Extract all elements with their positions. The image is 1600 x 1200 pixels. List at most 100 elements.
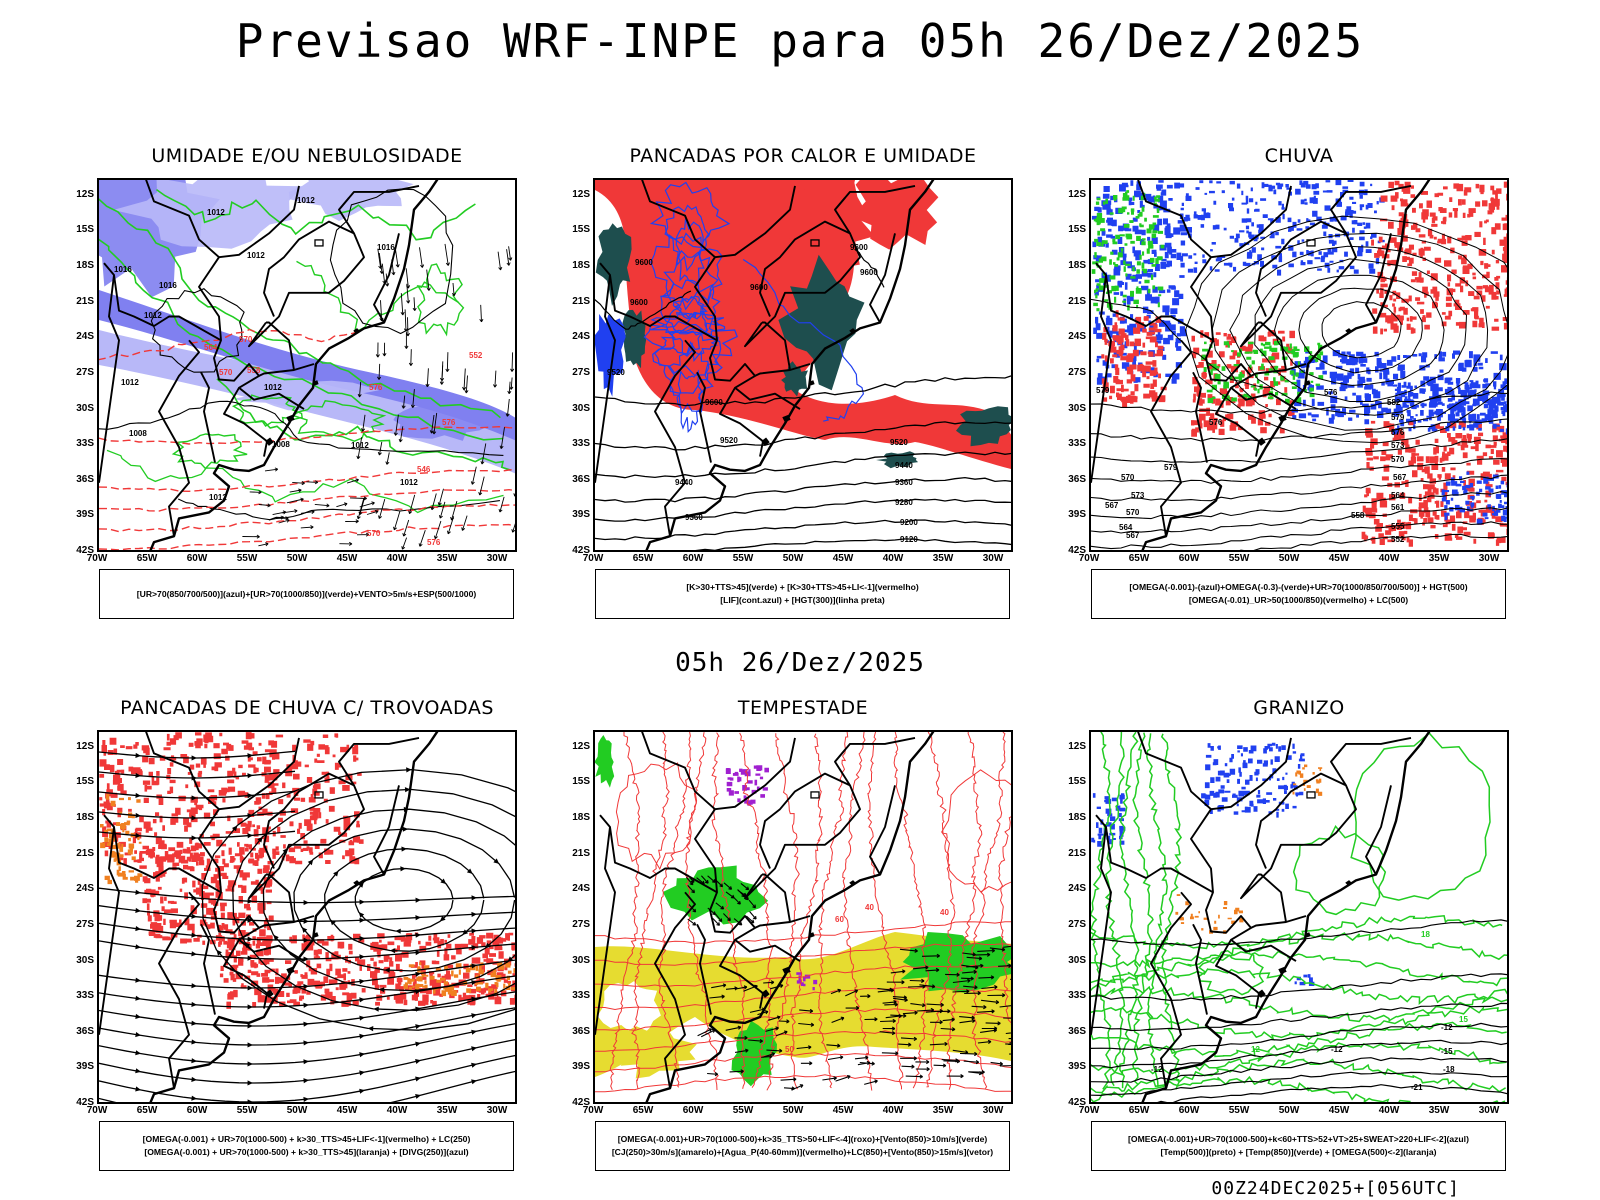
- lon-tick-label: 55W: [1228, 1105, 1250, 1116]
- wind-vector: [289, 488, 302, 493]
- wind-vector: [403, 309, 408, 332]
- contour: [156, 188, 476, 241]
- lat-tick-label: 24S: [76, 331, 94, 343]
- lat-tick-label: 15S: [76, 776, 94, 788]
- contour: [867, 732, 904, 1090]
- streamline-arrowhead: [191, 1039, 197, 1045]
- wind-vector: [945, 972, 960, 977]
- district-marker: [1306, 791, 1316, 799]
- wind-vector: [962, 969, 977, 975]
- contour-label: 552: [469, 351, 483, 360]
- lat-tick-label: 18S: [572, 260, 590, 272]
- wind-vector: [300, 509, 315, 514]
- lon-tick-label: 45W: [832, 1105, 854, 1116]
- contour-label: 9360: [895, 478, 913, 487]
- lagoon: [265, 437, 274, 446]
- speckle-field: [1292, 764, 1323, 796]
- wind-vector: [408, 349, 413, 366]
- wind-vector: [910, 1003, 926, 1008]
- streamline-arrowhead: [395, 928, 401, 934]
- lon-tick-label: 30W: [486, 553, 508, 564]
- streamline-arrowhead: [359, 1033, 365, 1039]
- wind-vector: [959, 1018, 976, 1024]
- wind-vector: [735, 985, 748, 990]
- streamline-arrowhead: [247, 1080, 253, 1086]
- legend-line: [UR>70(850/700/500)](azul)+[UR>70(1000/8…: [136, 588, 477, 599]
- lat-tick-label: 27S: [572, 918, 590, 930]
- contour-ring: [665, 295, 709, 355]
- lat-tick-label: 36S: [572, 473, 590, 485]
- contour: [106, 449, 504, 514]
- lon-tick-label: 65W: [136, 1105, 158, 1116]
- legend-line: [OMEGA(-0.001)-(azul)+OMEGA(-0.3)-(verde…: [1129, 582, 1468, 592]
- humid-area-mid: [393, 395, 490, 441]
- wind-vector: [394, 248, 400, 268]
- contour-label: 576: [1209, 418, 1223, 427]
- mid-date-label: 05h 26/Dez/2025: [675, 648, 925, 678]
- streamline: [99, 959, 515, 989]
- speckle-field: [1091, 190, 1165, 312]
- streamline-arrowhead: [135, 977, 141, 983]
- contour-ring: [650, 232, 723, 311]
- contour-label: 576: [1324, 388, 1338, 397]
- streamline-arrowhead: [359, 1088, 365, 1094]
- lon-tick-label: 40W: [882, 1105, 904, 1116]
- streamline-arrowhead: [440, 878, 447, 884]
- panel-title-granizo: GRANIZO: [1253, 697, 1345, 719]
- wind-vector: [860, 994, 871, 999]
- streamline-arrowhead: [191, 835, 197, 841]
- wind-vector: [410, 389, 415, 408]
- contour-label: 9600: [630, 298, 648, 307]
- wind-vector: [356, 437, 363, 460]
- lon-tick-label: 45W: [1328, 1105, 1350, 1116]
- streamline: [293, 828, 515, 972]
- lon-tick-label: 40W: [386, 553, 408, 564]
- speckle-field: [1175, 894, 1244, 934]
- speckle-field: [1294, 974, 1315, 986]
- wind-vector: [925, 1009, 944, 1014]
- contour-label: 9600: [860, 268, 878, 277]
- streamline-arrowhead: [415, 1041, 421, 1047]
- streamline-arrowhead: [507, 956, 514, 962]
- streamline-arrowhead: [415, 915, 421, 921]
- contour-label: 567: [1393, 473, 1407, 482]
- wind-vector: [919, 984, 936, 989]
- contour-label: -12: [1151, 1065, 1163, 1074]
- contour: [177, 498, 500, 521]
- wind-vector: [286, 497, 304, 504]
- isoline: [595, 375, 1011, 407]
- contour-label: 9120: [900, 535, 918, 544]
- wind-vector: [831, 1016, 845, 1024]
- lon-tick-label: 60W: [186, 1105, 208, 1116]
- wind-vector: [768, 1015, 781, 1021]
- lon-tick-label: 65W: [632, 1105, 654, 1116]
- lon-tick-label: 35W: [932, 553, 954, 564]
- wind-vector: [845, 1005, 860, 1011]
- streamline-arrowhead: [191, 932, 197, 938]
- lon-tick-label: 40W: [1378, 1105, 1400, 1116]
- contour-label: 576: [369, 383, 383, 392]
- li-area: [595, 313, 626, 397]
- streamline-arrowhead: [303, 1059, 309, 1065]
- streamline: [324, 848, 485, 952]
- contour-label: 1012: [209, 493, 227, 502]
- island: [1305, 932, 1311, 938]
- streamline-arrowhead: [303, 1096, 309, 1102]
- wind-vector: [402, 519, 410, 537]
- isoline: [1091, 1002, 1507, 1032]
- wind-vector: [877, 988, 895, 993]
- contour-ring: [1184, 215, 1507, 444]
- contour-label: 18: [1421, 930, 1430, 939]
- wind-vector: [890, 969, 906, 974]
- wind-vector: [513, 493, 515, 497]
- contour: [1091, 985, 1507, 1023]
- wind-vector: [361, 414, 366, 432]
- streamline-arrowhead: [303, 1040, 309, 1046]
- wind-vector: [864, 1017, 878, 1022]
- wind-vector: [437, 488, 444, 506]
- lat-tick-label: 27S: [76, 366, 94, 378]
- lat-tick-label: 12S: [1068, 740, 1086, 752]
- legend-line: [OMEGA(-0.001)+UR>70(1000-500)+k<60+TTS>…: [1128, 1134, 1469, 1144]
- lagoon: [1257, 437, 1266, 446]
- legend-tempestade: [OMEGA(-0.001)+UR>70(1000-500)+k>35_TTS>…: [595, 1121, 1010, 1171]
